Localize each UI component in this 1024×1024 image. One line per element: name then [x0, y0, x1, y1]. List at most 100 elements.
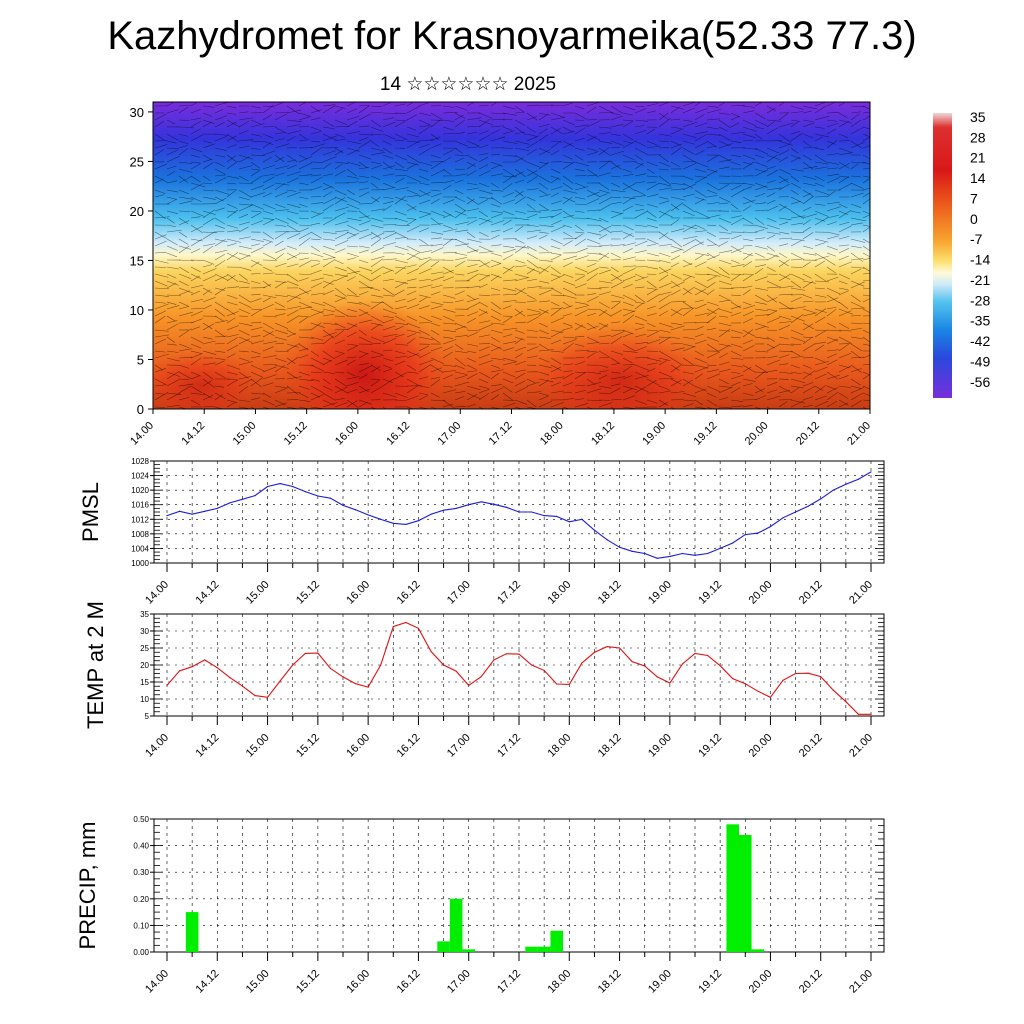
wind-vector	[250, 298, 262, 303]
wind-vector	[742, 126, 757, 132]
wind-vector	[850, 161, 866, 164]
wind-vector	[430, 305, 443, 310]
wind-vector	[766, 180, 776, 184]
wind-vector	[850, 113, 860, 121]
wind-vector	[346, 270, 361, 275]
wind-vector	[430, 329, 440, 336]
wind-vector	[778, 237, 792, 240]
wind-vector	[178, 259, 194, 262]
wind-vector	[406, 268, 420, 275]
wind-vector	[670, 161, 681, 168]
wind-vector	[334, 266, 347, 272]
wind-vector	[814, 385, 824, 391]
pmsl-data-point	[556, 515, 558, 517]
wind-vector	[394, 322, 408, 325]
wind-vector	[802, 122, 815, 128]
temp-data-point	[681, 663, 684, 665]
wind-vector	[334, 133, 345, 138]
wind-vector	[166, 119, 176, 125]
wind-vector	[358, 181, 369, 184]
wind-vector	[802, 261, 811, 268]
wind-vector	[742, 140, 754, 142]
wind-vector	[214, 147, 228, 152]
wind-vector	[802, 336, 813, 345]
wind-vector	[442, 308, 456, 313]
wind-vector	[502, 361, 517, 366]
wind-vector	[790, 287, 806, 291]
wind-vector	[562, 126, 574, 133]
wind-vector	[754, 185, 768, 191]
wind-vector	[730, 343, 743, 348]
wind-vector	[670, 228, 685, 233]
wind-vector	[694, 280, 708, 288]
wind-vector	[322, 392, 336, 401]
wind-vector	[694, 399, 704, 406]
wind-vector	[730, 329, 743, 334]
wind-vector	[766, 245, 775, 252]
wind-vector	[178, 287, 194, 294]
wind-vector	[346, 203, 360, 210]
wind-vector	[538, 300, 550, 303]
wind-vector	[598, 374, 608, 380]
wind-vector	[742, 231, 758, 234]
wind-vector	[466, 238, 482, 243]
wind-vector	[682, 224, 696, 233]
wind-vector	[550, 366, 561, 373]
wind-vector	[370, 196, 380, 203]
wind-vector	[634, 374, 649, 380]
wind-vector	[478, 217, 493, 223]
wind-vector	[814, 344, 825, 352]
wind-vector	[610, 224, 622, 227]
wind-vector	[286, 232, 301, 240]
wind-vector	[694, 299, 704, 303]
wind-vector	[598, 364, 609, 368]
wind-vector	[574, 371, 586, 374]
wind-vector	[262, 164, 275, 170]
wind-vector	[838, 203, 848, 209]
wind-vector	[502, 347, 515, 352]
wind-vector	[190, 375, 200, 380]
wind-vector	[862, 115, 870, 121]
wind-vector	[754, 161, 768, 168]
wind-vector	[166, 245, 178, 251]
wind-vector	[754, 133, 763, 140]
wind-vector	[814, 166, 829, 170]
wind-vector	[682, 336, 696, 340]
wind-vector	[382, 242, 396, 247]
wind-vector	[202, 275, 216, 282]
wind-vector	[166, 266, 179, 270]
wind-vector	[262, 329, 275, 336]
wind-vector	[406, 154, 420, 163]
wind-vector	[358, 301, 371, 307]
wind-vector	[706, 328, 716, 331]
wind-vector	[730, 273, 744, 275]
wind-vector	[226, 209, 239, 219]
wind-vector	[646, 161, 658, 167]
wind-vector	[562, 102, 574, 107]
temp-data-point	[820, 675, 822, 678]
wind-vector	[238, 322, 253, 327]
wind-vector	[706, 266, 720, 274]
wind-vector	[298, 102, 308, 107]
wind-vector	[838, 399, 849, 406]
wind-vector	[742, 196, 755, 203]
wind-vector	[550, 357, 562, 365]
wind-vector	[814, 260, 825, 268]
wind-vector	[478, 119, 493, 125]
wind-vector	[166, 301, 177, 305]
wind-vector	[538, 203, 549, 211]
wind-vector	[586, 325, 599, 331]
precip-bar	[751, 949, 765, 952]
wind-vector	[754, 276, 768, 282]
wind-vector	[394, 195, 407, 205]
wind-vector	[298, 301, 313, 308]
wind-vector	[502, 341, 517, 345]
colorbar-label: 7	[970, 190, 978, 206]
wind-vector	[154, 113, 167, 121]
wind-vector	[262, 304, 274, 310]
wind-vector	[754, 193, 766, 198]
wind-vector	[334, 138, 347, 142]
x-tick-label: 18.00	[545, 968, 573, 996]
x-tick-label: 14.00	[143, 579, 171, 607]
